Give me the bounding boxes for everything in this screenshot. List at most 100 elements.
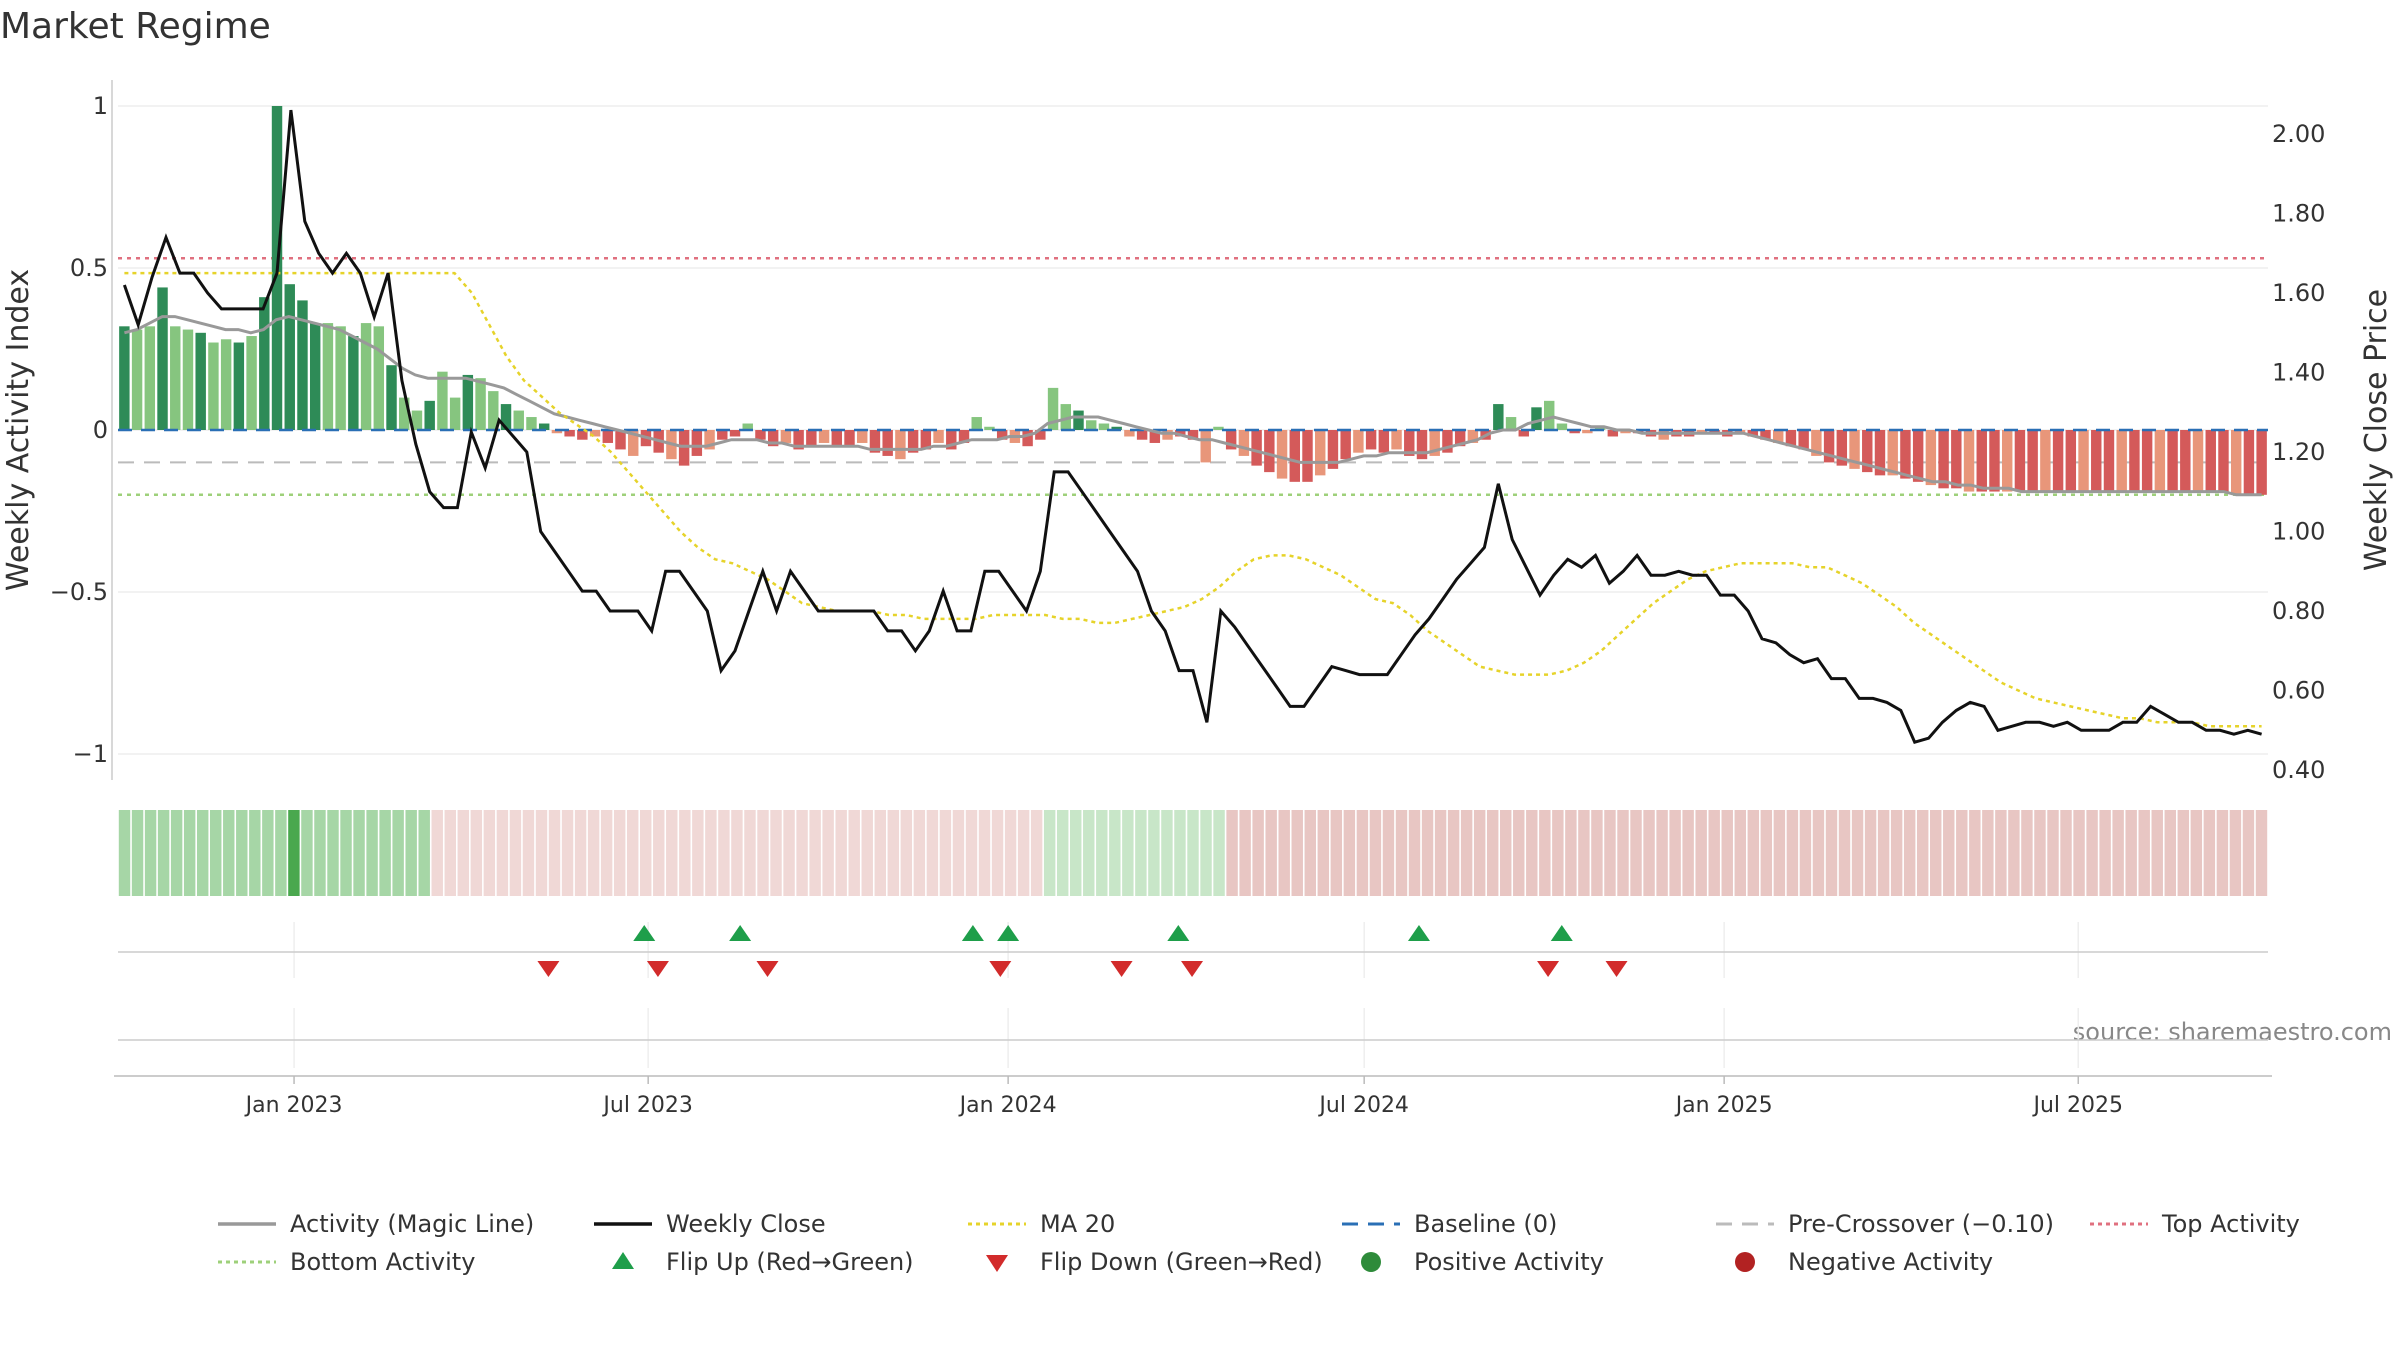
regime-strip-cell xyxy=(548,810,561,896)
activity-bar xyxy=(1404,430,1415,456)
regime-strip-cell xyxy=(457,810,470,896)
activity-bar xyxy=(1620,430,1631,434)
activity-bar xyxy=(1493,404,1504,430)
x-tick-label: Jul 2023 xyxy=(601,1093,693,1118)
regime-strip-cell xyxy=(1226,810,1238,896)
regime-strip-cell xyxy=(1565,810,1577,896)
regime-strip-cell xyxy=(288,810,300,896)
legend-swatch xyxy=(1361,1252,1381,1272)
regime-strip-cell xyxy=(1330,810,1343,896)
regime-strip-cell xyxy=(874,810,886,896)
x-tick-label: Jan 2023 xyxy=(244,1093,343,1118)
regime-strip-cell xyxy=(1447,810,1460,896)
activity-bar xyxy=(297,300,308,430)
regime-strip-cell xyxy=(1799,810,1812,896)
regime-strip-cell xyxy=(2034,810,2046,896)
activity-bar xyxy=(1315,430,1326,476)
regime-strip-cell xyxy=(1382,810,1395,896)
regime-strip-cell xyxy=(1786,810,1799,896)
regime-strip-cell xyxy=(1812,810,1825,896)
activity-bar xyxy=(1798,430,1809,450)
activity-bar xyxy=(386,365,397,430)
activity-bar xyxy=(895,430,906,460)
activity-bar xyxy=(259,297,270,430)
activity-bar xyxy=(984,426,995,430)
regime-strip-cell xyxy=(1083,810,1095,896)
x-tick-label: Jul 2024 xyxy=(1317,1093,1409,1118)
regime-strip-cell xyxy=(1669,810,1681,896)
x-tick-label: Jan 2024 xyxy=(958,1093,1057,1118)
activity-bar xyxy=(717,430,728,440)
regime-strip-cell xyxy=(2021,810,2033,896)
activity-bar xyxy=(1213,426,1224,430)
legend-item-baseline: Baseline (0) xyxy=(1342,1210,1557,1238)
activity-bar xyxy=(335,326,346,430)
regime-strip-cell xyxy=(1265,810,1277,896)
flip-up-marker xyxy=(1407,925,1430,941)
activity-bar xyxy=(1989,430,2000,492)
regime-strip-cell xyxy=(314,810,326,896)
regime-strip-cell xyxy=(1004,810,1017,896)
regime-strip-cell xyxy=(2086,810,2098,896)
regime-strip-cell xyxy=(1682,810,1694,896)
activity-bar xyxy=(767,430,779,447)
activity-bar xyxy=(131,329,143,430)
regime-strip-cell xyxy=(2125,810,2137,896)
regime-strip-cell xyxy=(1187,810,1199,896)
regime-strip-cell xyxy=(1943,810,1955,896)
activity-bar xyxy=(793,430,804,450)
regime-strip-cell xyxy=(1890,810,1903,896)
regime-strip-cell xyxy=(1656,810,1668,896)
activity-bar xyxy=(1353,430,1364,453)
activity-bar xyxy=(1035,430,1046,440)
flip-up-marker xyxy=(729,925,752,941)
regime-strip-cell xyxy=(2229,810,2242,896)
activity-bar xyxy=(284,284,295,430)
regime-strip-cell xyxy=(1291,810,1303,896)
flip-down-marker xyxy=(1605,961,1628,977)
legend-label: Top Activity xyxy=(2161,1210,2300,1238)
y-tick-right: 1.80 xyxy=(2272,200,2325,228)
activity-bar xyxy=(1963,430,1975,492)
activity-bar xyxy=(500,404,512,430)
activity-bar xyxy=(2014,430,2026,492)
regime-strip-cell xyxy=(1317,810,1330,896)
regime-strip-cell xyxy=(1708,810,1720,896)
activity-bar xyxy=(818,430,830,443)
y-axis-right-title: Weekly Close Price xyxy=(2359,289,2394,571)
regime-strip-cell xyxy=(1017,810,1030,896)
regime-strip-cell xyxy=(991,810,1004,896)
regime-strip-cell xyxy=(822,810,834,896)
flip-down-marker xyxy=(537,961,560,977)
activity-bar xyxy=(806,430,817,447)
activity-bar xyxy=(1951,430,1962,489)
activity-bar xyxy=(1709,430,1720,434)
flip-down-marker xyxy=(989,961,1012,977)
regime-strip-cell xyxy=(1591,810,1603,896)
regime-strip-cell xyxy=(1239,810,1251,896)
y-tick-right: 0.60 xyxy=(2272,677,2325,705)
regime-strip-cell xyxy=(183,810,196,896)
regime-strip-cell xyxy=(1825,810,1838,896)
regime-strip-cell xyxy=(861,810,873,896)
y-tick-right: 1.00 xyxy=(2272,518,2325,546)
regime-strip-cell xyxy=(731,810,743,896)
regime-strip-cell xyxy=(1643,810,1655,896)
regime-strip-cell xyxy=(418,810,430,896)
regime-strip-cell xyxy=(1356,810,1369,896)
activity-bar xyxy=(1862,430,1873,473)
regime-strip-cell xyxy=(405,810,417,896)
regime-strip-cell xyxy=(1030,810,1043,896)
regime-strip-cell xyxy=(653,810,665,896)
regime-strip-cell xyxy=(1213,810,1225,896)
legend-item-ma: MA 20 xyxy=(968,1210,1115,1238)
regime-strip-cell xyxy=(1604,810,1616,896)
regime-strip-cell xyxy=(1460,810,1473,896)
activity-bar xyxy=(2243,430,2255,495)
activity-bar xyxy=(729,430,741,437)
activity-bar xyxy=(2180,430,2191,492)
activity-bar xyxy=(1696,430,1708,434)
flip-down-marker xyxy=(1537,961,1560,977)
regime-strip-cell xyxy=(2177,810,2190,896)
